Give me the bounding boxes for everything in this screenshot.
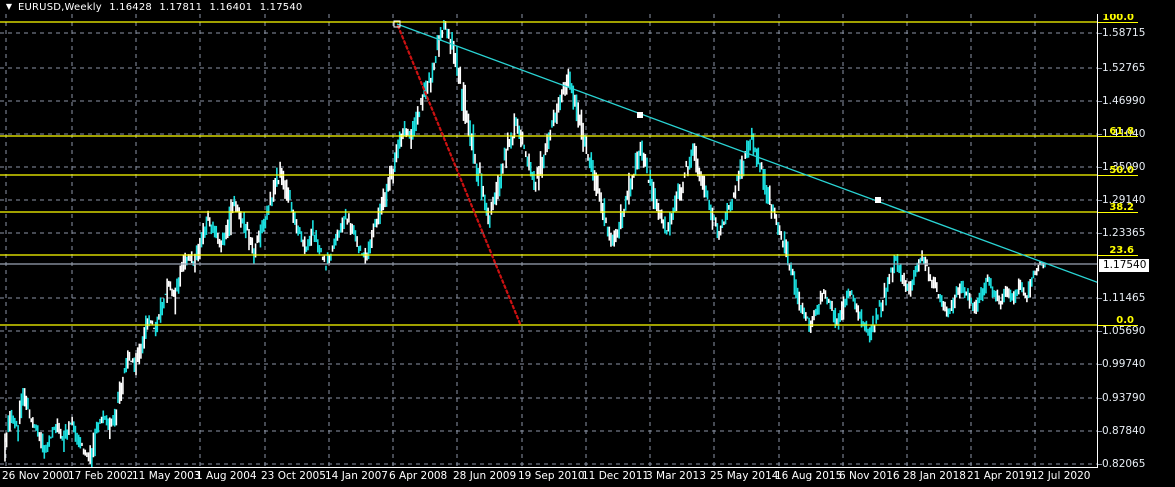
price-tick-label: 0.82065 (1102, 458, 1146, 468)
price-tick-mark (1098, 331, 1102, 332)
fib-level-line-scale (1098, 175, 1138, 176)
price-tick-mark (1098, 33, 1102, 34)
date-tick-label: 11 May 2003 (132, 470, 201, 482)
price-tick-mark (1098, 431, 1102, 432)
date-tick-label: 14 Jan 2007 (325, 470, 388, 482)
ohlc-low: 1.16401 (209, 1, 253, 13)
price-tick-mark (1098, 68, 1102, 69)
price-tick-mark (1098, 167, 1102, 168)
trendline-selection-handle[interactable] (875, 197, 881, 203)
date-tick-label: 26 Nov 2000 (2, 470, 70, 482)
fib-level-label: 38.2 (1109, 202, 1134, 213)
fibonacci-levels (0, 21, 1097, 326)
price-tick-label: 1.46990 (1102, 95, 1146, 107)
price-tick-label: 1.41040 (1102, 128, 1146, 140)
candlestick-series (4, 20, 1046, 468)
price-tick-mark (1098, 364, 1102, 365)
cyan-trendline-object (393, 20, 1097, 311)
price-tick-label: 1.11465 (1102, 292, 1146, 304)
chart-canvas[interactable] (0, 14, 1097, 468)
fib-level-label: 50.0 (1109, 165, 1134, 176)
price-tick-mark (1098, 298, 1102, 299)
x-axis-line (0, 467, 1097, 468)
date-tick-label: 28 Jun 2009 (453, 470, 517, 482)
price-tick-label: 0.99740 (1102, 358, 1146, 370)
price-tick-mark (1098, 233, 1102, 234)
ohlc-high: 1.17811 (159, 1, 203, 13)
price-tick-mark (1098, 200, 1102, 201)
symbol-timeframe-label: EURUSD,Weekly (18, 1, 102, 13)
chart-header: ▼ EURUSD,Weekly 1.16428 1.17811 1.16401 … (0, 0, 1175, 14)
cyan-trendline[interactable] (396, 23, 1097, 311)
date-tick-label: 23 Oct 2005 (261, 470, 326, 482)
red-trendline[interactable] (396, 24, 523, 328)
date-axis: 26 Nov 2000 17 Feb 2002 11 May 2003 1 Aug 2… (0, 468, 1175, 487)
price-tick-label: 0.87840 (1102, 425, 1146, 437)
red-dotted-trendline (396, 24, 523, 328)
date-tick-label: 16 Aug 2015 (775, 470, 843, 482)
date-tick-label: 21 Apr 2019 (967, 470, 1032, 482)
date-tick-label: 6 Nov 2016 (839, 470, 900, 482)
price-tick-mark (1098, 134, 1102, 135)
date-tick-label: 1 Aug 2004 (196, 470, 257, 482)
chart-plot-area[interactable] (0, 14, 1097, 468)
ohlc-open: 1.16428 (109, 1, 152, 13)
fib-level-label: 23.6 (1109, 245, 1134, 256)
date-tick-label: 28 Jan 2018 (903, 470, 966, 482)
chart-grid (0, 14, 1097, 468)
price-tick-label: 1.58715 (1102, 27, 1146, 39)
price-tick-label: 0.93790 (1102, 392, 1146, 404)
current-price-tag: 1.17540 (1099, 259, 1150, 272)
price-tick-label: 1.35090 (1102, 161, 1146, 173)
price-tick-label: 1.29140 (1102, 194, 1146, 206)
price-tick-mark (1098, 464, 1102, 465)
price-scale[interactable]: 1.58715 1.52765 1.46990 1.41040 1.35090 1.291… (1097, 14, 1175, 468)
fib-level-line-scale (1098, 22, 1138, 23)
price-tick-label: 1.52765 (1102, 62, 1146, 74)
date-tick-label: 19 Sep 2010 (518, 470, 585, 482)
price-tick-label: 1.23365 (1102, 227, 1146, 239)
date-tick-label: 12 Jul 2020 (1031, 470, 1091, 482)
fib-level-label: 0.0 (1116, 315, 1134, 326)
fib-level-line-scale (1098, 136, 1138, 137)
date-tick-label: 3 Mar 2013 (646, 470, 706, 482)
date-tick-label: 11 Dec 2011 (582, 470, 650, 482)
trendline-anchor-handle[interactable] (393, 20, 401, 28)
fib-level-line-scale (1098, 212, 1138, 213)
price-tick-mark (1098, 398, 1102, 399)
trendline-selection-handle[interactable] (637, 112, 643, 118)
chevron-down-icon[interactable]: ▼ (5, 2, 13, 11)
date-tick-label: 17 Feb 2002 (68, 470, 134, 482)
fib-level-label: 100.0 (1102, 14, 1134, 23)
fib-level-line-scale (1098, 325, 1138, 326)
price-tick-mark (1098, 101, 1102, 102)
date-tick-label: 25 May 2014 (710, 470, 779, 482)
fib-level-label: 61.8 (1109, 126, 1134, 137)
chart-header-text: EURUSD,Weekly 1.16428 1.17811 1.16401 1.… (18, 2, 306, 13)
date-tick-label: 6 Apr 2008 (389, 470, 448, 482)
ohlc-close: 1.17540 (259, 1, 303, 13)
price-tick-label: 1.05690 (1102, 325, 1146, 337)
fib-level-line-scale (1098, 255, 1138, 256)
